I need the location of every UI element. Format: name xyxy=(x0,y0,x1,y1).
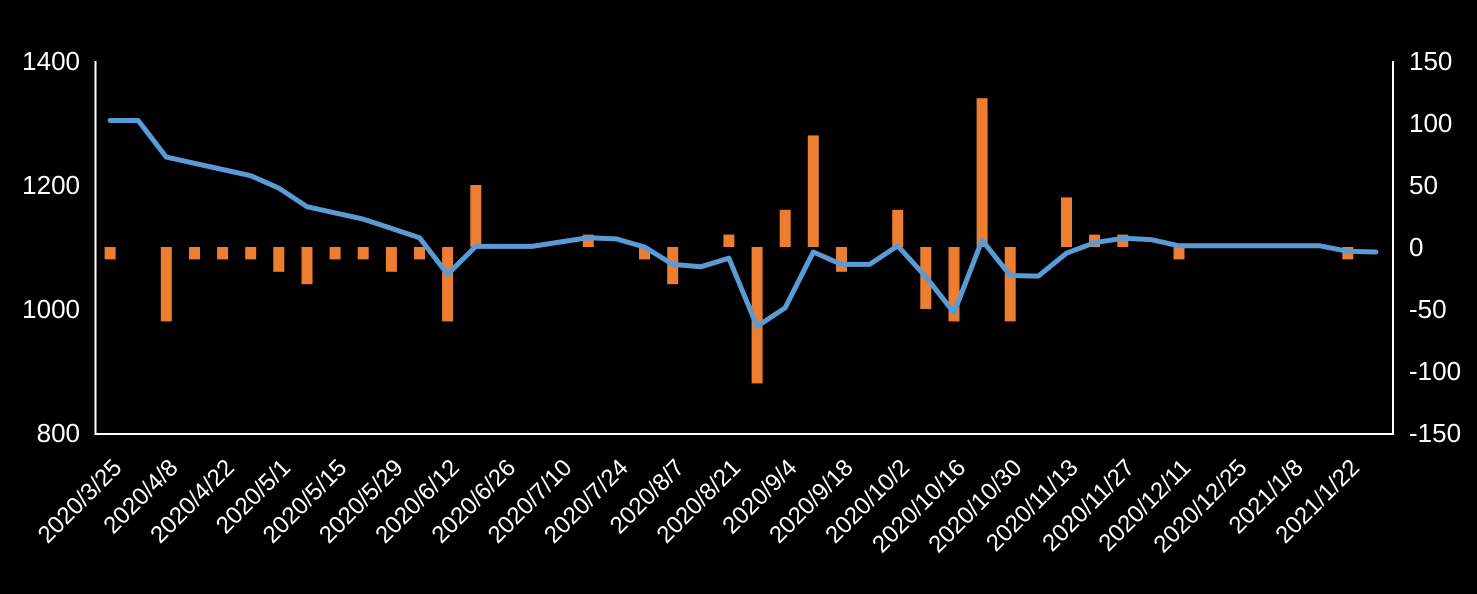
right-axis-tick-label: 50 xyxy=(1409,170,1438,200)
bar xyxy=(245,247,257,260)
bar xyxy=(301,247,313,285)
right-axis-tick-label: 100 xyxy=(1409,108,1452,138)
bar xyxy=(976,98,988,247)
bar xyxy=(217,247,229,260)
right-axis-tick-label: -150 xyxy=(1409,418,1461,448)
left-axis-tick-label: 1000 xyxy=(22,294,80,324)
right-axis-tick-label: 0 xyxy=(1409,232,1423,262)
bar xyxy=(442,247,454,322)
right-axis-tick-label: -100 xyxy=(1409,356,1461,386)
bar xyxy=(948,247,960,322)
bar xyxy=(414,247,425,260)
bar xyxy=(779,209,791,247)
bar xyxy=(892,209,904,247)
bar xyxy=(1004,247,1016,322)
line-series-path xyxy=(107,118,1379,329)
line-series-group xyxy=(107,118,1379,329)
left-axis-tick-label: 1200 xyxy=(22,170,80,200)
bar xyxy=(1061,197,1072,247)
right-axis-tick-label: 150 xyxy=(1409,46,1452,76)
right-axis-labels: 150 100 50 0 -50 -100 -150 xyxy=(1409,46,1461,448)
bar xyxy=(104,247,116,260)
bar xyxy=(329,247,341,260)
bar xyxy=(639,247,650,260)
bar xyxy=(723,234,735,247)
left-axis-tick-label: 1400 xyxy=(22,46,80,76)
left-axis-labels: 1400 1200 1000 800 xyxy=(22,46,80,448)
bar xyxy=(385,247,397,272)
x-axis-labels: 2020/3/252020/4/82020/4/222020/5/12020/5… xyxy=(33,454,1365,558)
axes-group xyxy=(94,61,1394,435)
left-axis-tick-label: 800 xyxy=(37,418,80,448)
bar xyxy=(273,247,285,272)
bar xyxy=(470,185,482,247)
bar xyxy=(751,247,763,384)
bar xyxy=(836,247,847,272)
bar xyxy=(582,234,594,247)
bar xyxy=(160,247,172,322)
bar xyxy=(1173,247,1185,260)
bar xyxy=(357,247,369,260)
right-axis-tick-label: -50 xyxy=(1409,294,1447,324)
bar xyxy=(807,135,819,247)
bar xyxy=(189,247,200,260)
